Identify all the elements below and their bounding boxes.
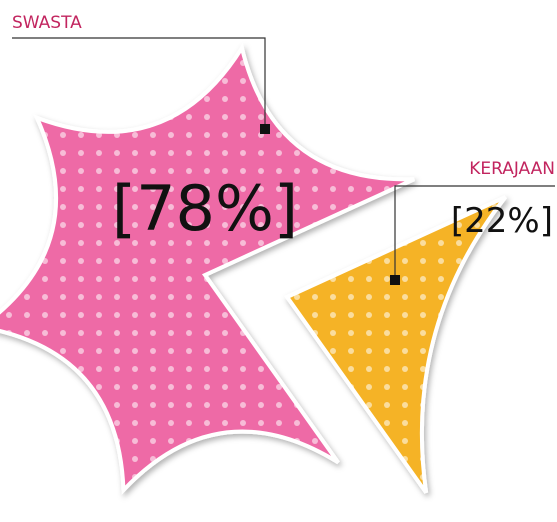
leader-marker xyxy=(390,275,400,285)
category-label: KERAJAAN xyxy=(469,159,555,179)
value-label: [22%] xyxy=(451,201,553,241)
leader-marker xyxy=(260,124,270,134)
chart: SWASTA [78%] KERAJAAN [22%] xyxy=(0,0,557,522)
category-label: SWASTA xyxy=(12,13,82,33)
value-label: [78%] xyxy=(112,172,298,245)
